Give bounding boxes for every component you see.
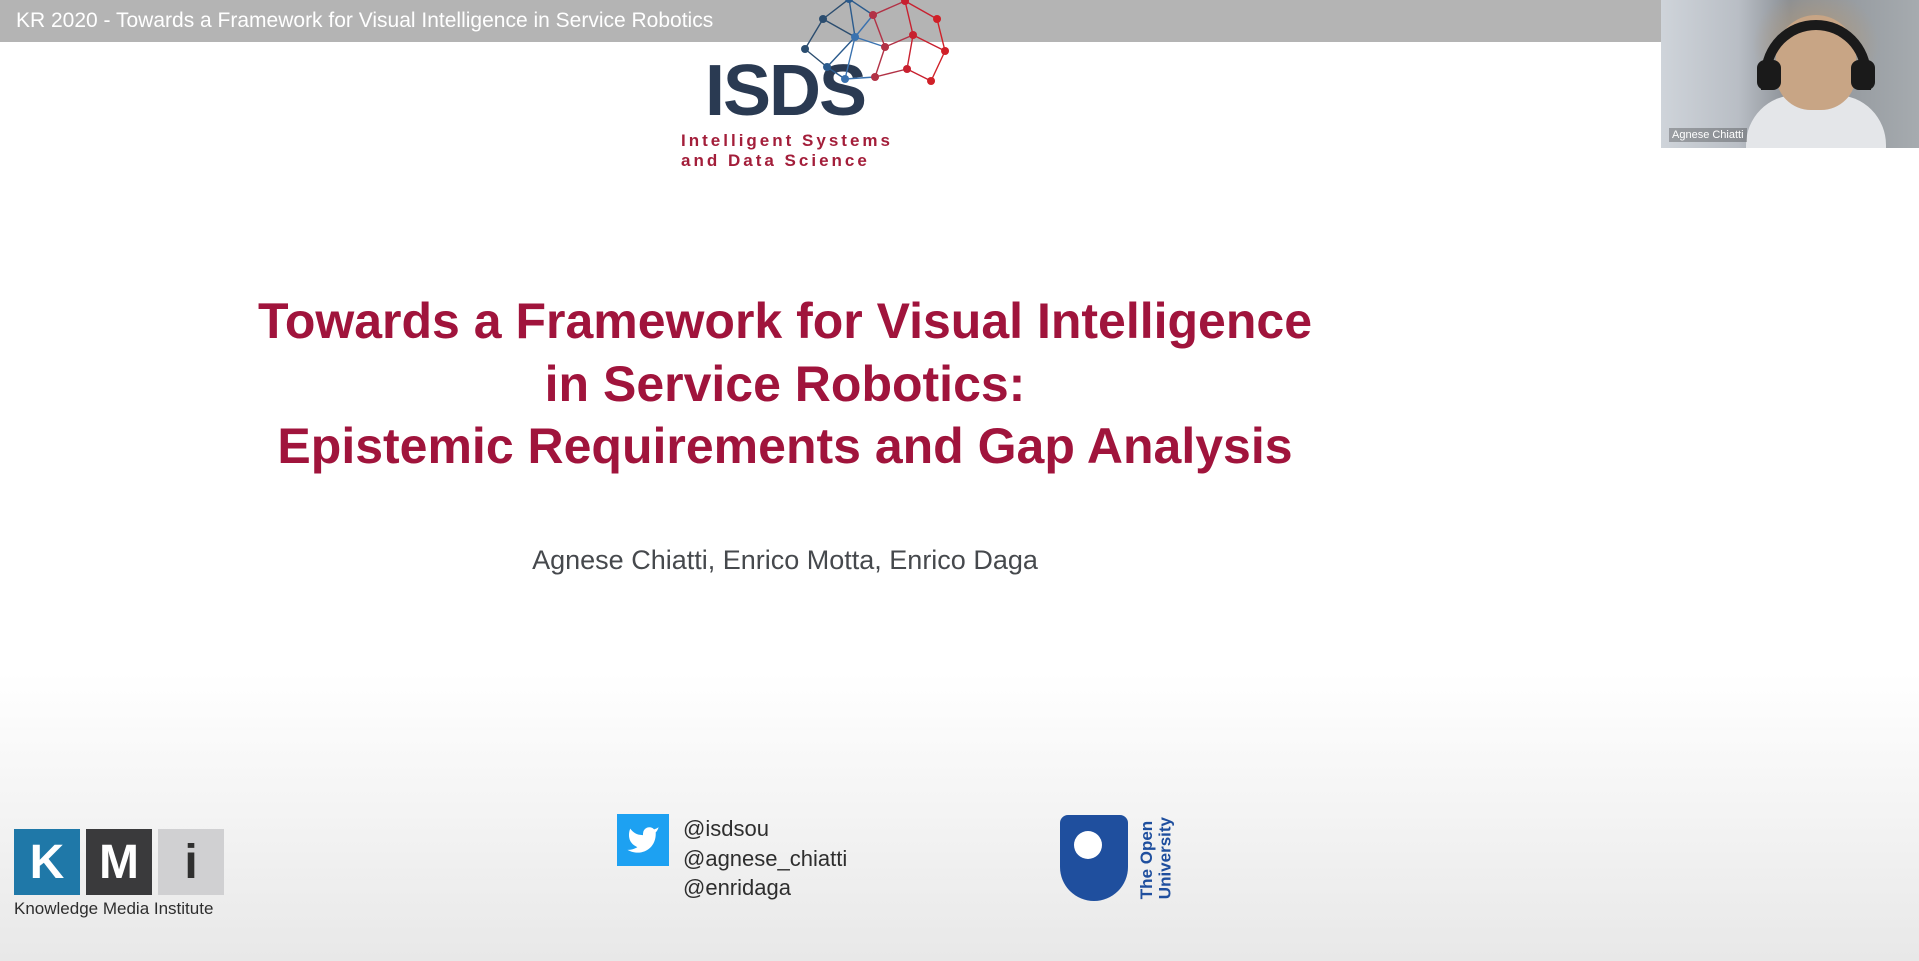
- kmi-letter-m: M: [86, 829, 152, 895]
- open-university-logo: The Open University: [1060, 815, 1175, 901]
- presenter-webcam: Agnese Chiatti: [1661, 0, 1919, 148]
- webcam-earpad-right: [1851, 60, 1875, 90]
- kmi-letter-boxes: K M i: [14, 829, 224, 895]
- title-line-1: Towards a Framework for Visual Intellige…: [85, 290, 1485, 353]
- isds-logo: ISDS Intelligent Systems and Data Scienc…: [677, 55, 893, 171]
- ou-shield-icon: [1060, 815, 1128, 901]
- ou-line-2: University: [1155, 817, 1174, 899]
- isds-logo-subtitle: Intelligent Systems and Data Science: [677, 131, 893, 171]
- twitter-handle-1: @isdsou: [683, 814, 847, 844]
- twitter-handles: @isdsou @agnese_chiatti @enridaga: [683, 814, 847, 903]
- ou-line-1: The Open: [1137, 821, 1156, 899]
- twitter-handle-3: @enridaga: [683, 873, 847, 903]
- kmi-subtitle: Knowledge Media Institute: [14, 899, 224, 919]
- webcam-name-tag: Agnese Chiatti: [1669, 128, 1747, 142]
- ou-text: The Open University: [1138, 817, 1175, 899]
- kmi-letter-i: i: [158, 829, 224, 895]
- twitter-icon: [617, 814, 669, 866]
- twitter-block: @isdsou @agnese_chiatti @enridaga: [617, 814, 847, 903]
- title-line-2: in Service Robotics:: [85, 353, 1485, 416]
- kmi-letter-k: K: [14, 829, 80, 895]
- title-line-3: Epistemic Requirements and Gap Analysis: [85, 415, 1485, 478]
- twitter-handle-2: @agnese_chiatti: [683, 844, 847, 874]
- isds-network-graphic-icon: [787, 0, 967, 99]
- isds-sub-line1: Intelligent Systems: [681, 131, 893, 151]
- presentation-slide: ISDS Intelligent Systems and Data Scienc…: [0, 0, 1570, 961]
- kmi-logo: K M i Knowledge Media Institute: [14, 829, 224, 919]
- authors-line: Agnese Chiatti, Enrico Motta, Enrico Dag…: [532, 545, 1038, 576]
- isds-sub-line2: and Data Science: [681, 151, 893, 171]
- presentation-title: Towards a Framework for Visual Intellige…: [85, 290, 1485, 478]
- webcam-earpad-left: [1757, 60, 1781, 90]
